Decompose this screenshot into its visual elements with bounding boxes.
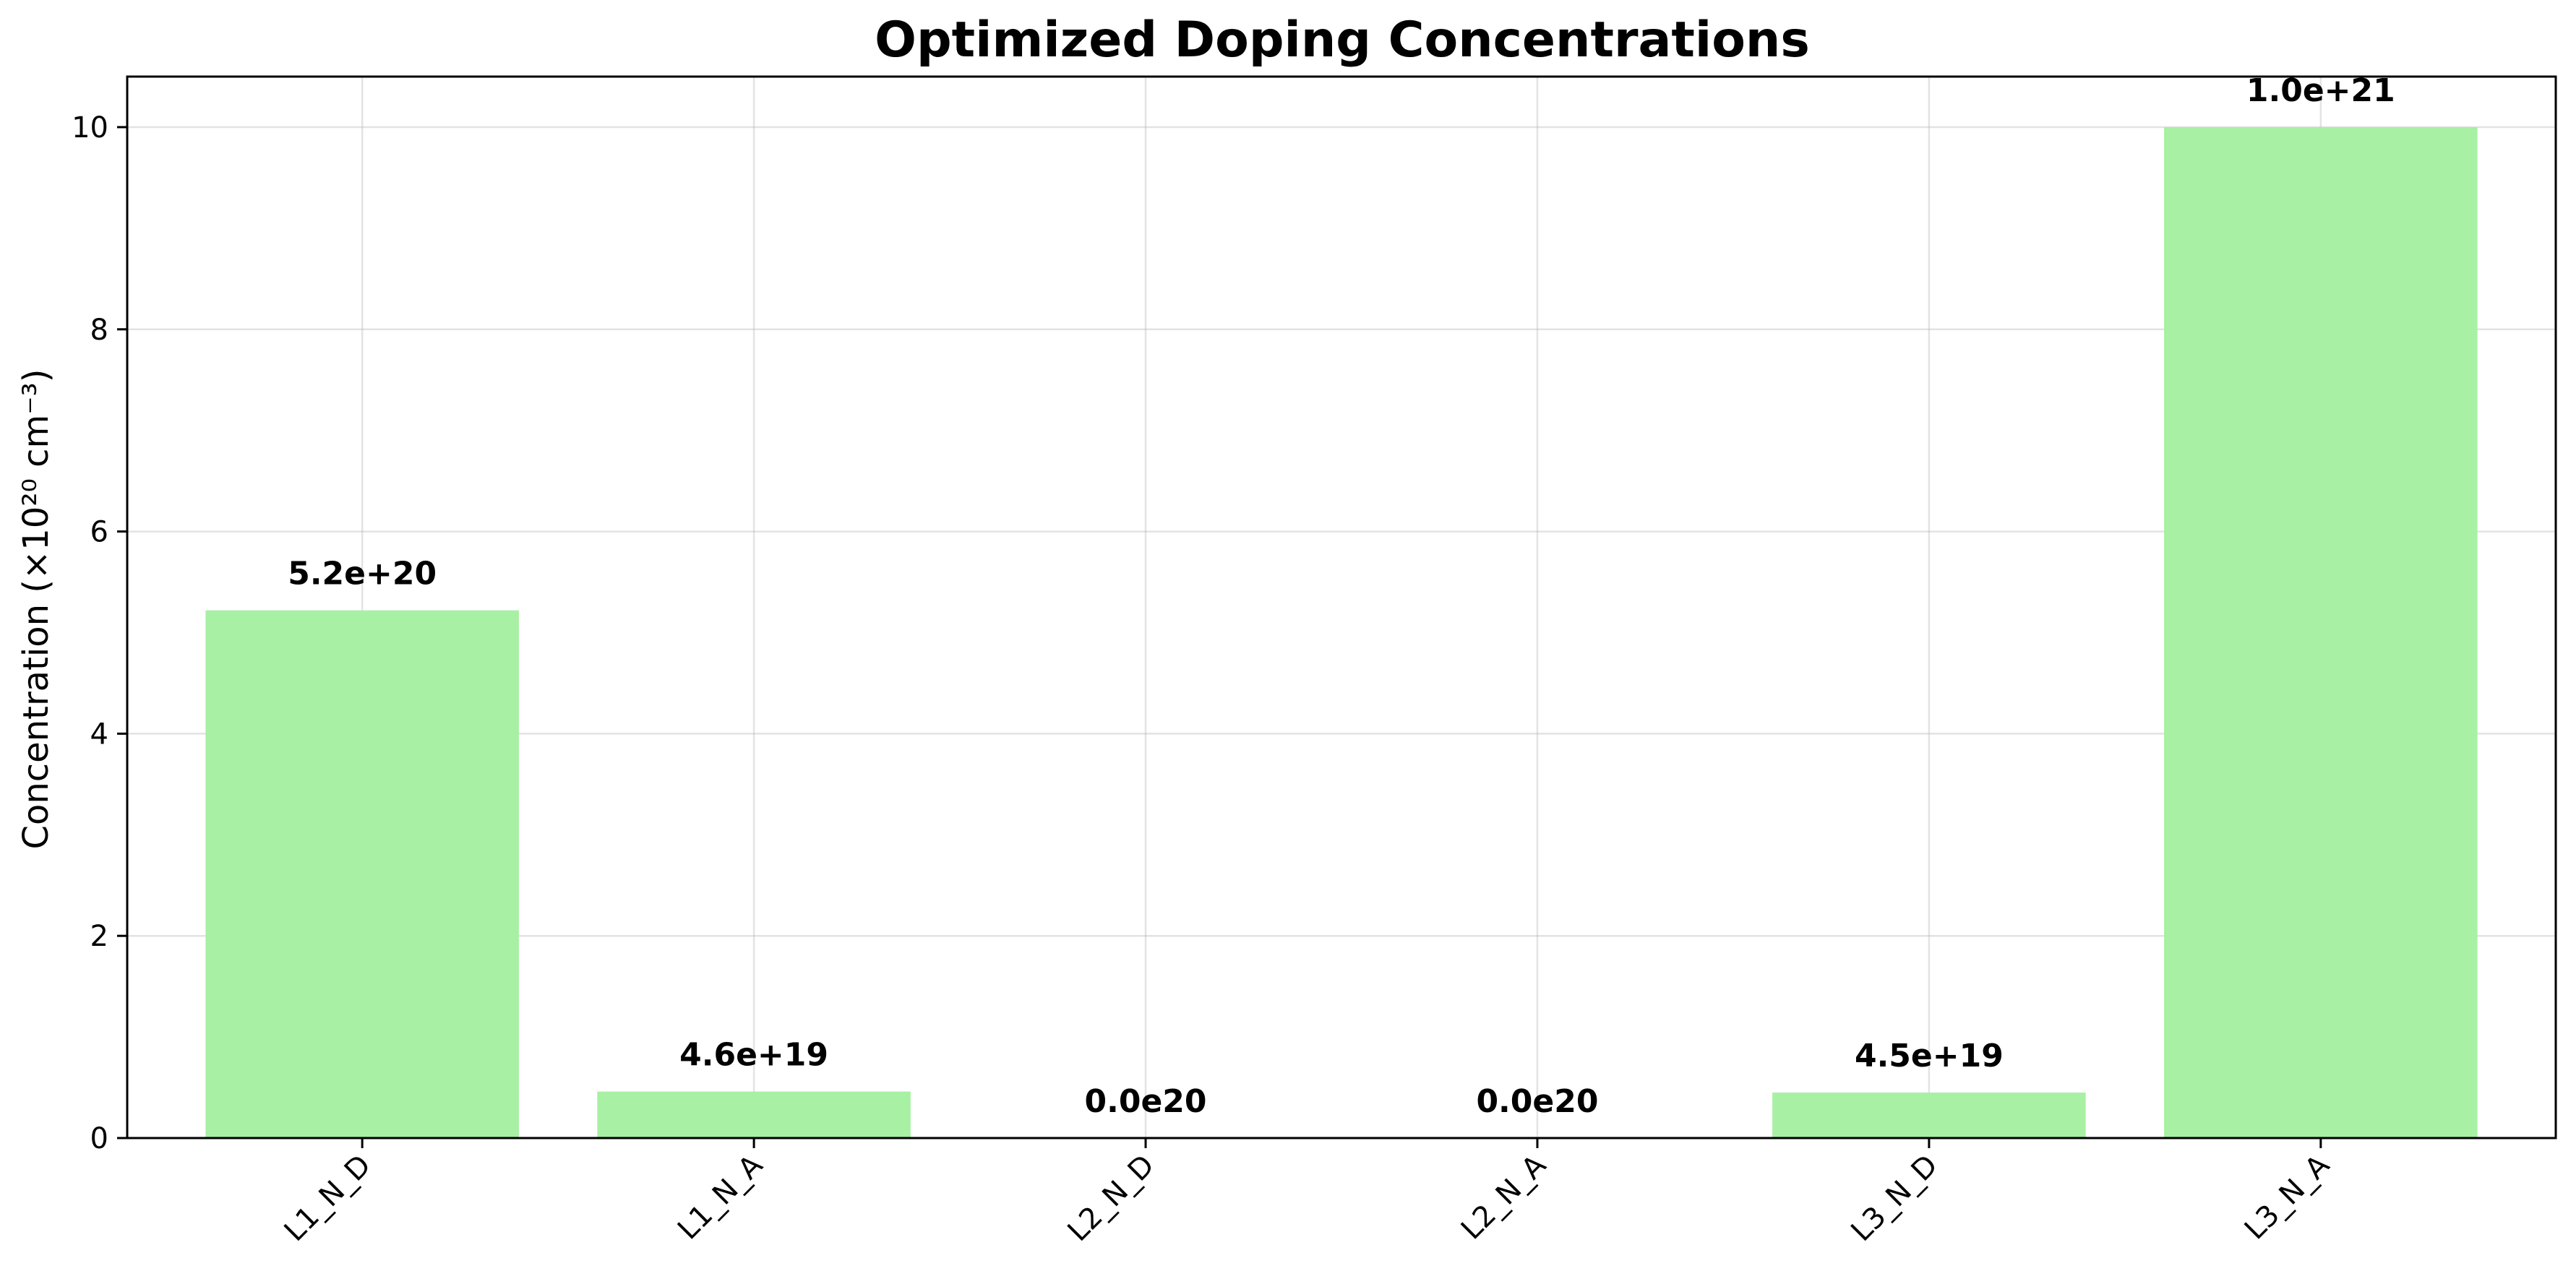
bars-layer — [205, 126, 2478, 1138]
y-tick-label: 2 — [90, 920, 108, 953]
y-axis-label: Concentration (×10²⁰ cm⁻³) — [16, 369, 56, 849]
y-tick-label: 10 — [72, 111, 108, 145]
data-label: 0.0e20 — [1085, 1083, 1207, 1120]
x-tick-label: L3_N_D — [1845, 1149, 1944, 1249]
bar-l3-n-a — [2164, 126, 2478, 1138]
data-label: 5.2e+20 — [288, 556, 437, 593]
x-tick-label: L3_N_A — [2238, 1148, 2337, 1246]
plot-frame — [126, 75, 2557, 1139]
y-tick-label: 4 — [90, 718, 108, 751]
x-tick-label: L2_N_A — [1455, 1148, 1553, 1246]
data-label: 4.5e+19 — [1855, 1038, 2004, 1074]
data-label: 1.0e+21 — [2246, 72, 2395, 109]
y-tick-label: 8 — [90, 314, 108, 347]
x-tick-label: L2_N_D — [1062, 1149, 1162, 1249]
x-tick-label: L1_N_D — [278, 1149, 378, 1249]
data-label: 4.6e+19 — [679, 1037, 828, 1074]
bar-l1-n-a — [597, 1091, 911, 1138]
bar-l1-n-d — [205, 610, 519, 1138]
chart-title: Optimized Doping Concentrations — [875, 12, 1810, 69]
y-tick-label: 0 — [90, 1122, 108, 1155]
data-labels-layer: 5.2e+20 4.6e+19 0.0e20 0.0e20 4.5e+19 1.0e+21 — [288, 72, 2395, 1120]
x-tick-label: L1_N_A — [671, 1148, 770, 1246]
y-tick-label: 6 — [90, 516, 108, 549]
data-label: 0.0e20 — [1476, 1083, 1598, 1120]
bar-l3-n-d — [1772, 1093, 2086, 1138]
